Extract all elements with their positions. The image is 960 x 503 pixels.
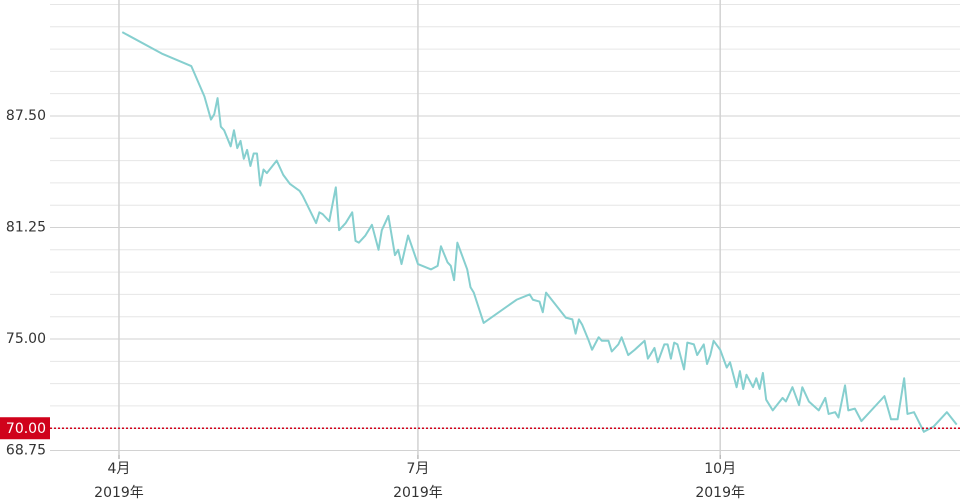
- x-tick-label: 10月: [704, 461, 736, 477]
- price-line: [121, 31, 958, 433]
- reference-label-box: [0, 417, 50, 440]
- x-tick-label: 2019年: [94, 485, 144, 501]
- y-tick-label: 81.25: [6, 220, 46, 236]
- reference-label: 70.00: [6, 421, 46, 437]
- y-tick-label: 75.00: [6, 331, 46, 347]
- y-tick-label: 87.50: [6, 108, 46, 124]
- x-tick-label: 4月: [108, 461, 131, 477]
- x-tick-label: 2019年: [393, 485, 443, 501]
- x-tick-label: 7月: [406, 461, 429, 477]
- y-tick-label: 68.75: [6, 443, 46, 459]
- x-tick-label: 2019年: [695, 485, 745, 501]
